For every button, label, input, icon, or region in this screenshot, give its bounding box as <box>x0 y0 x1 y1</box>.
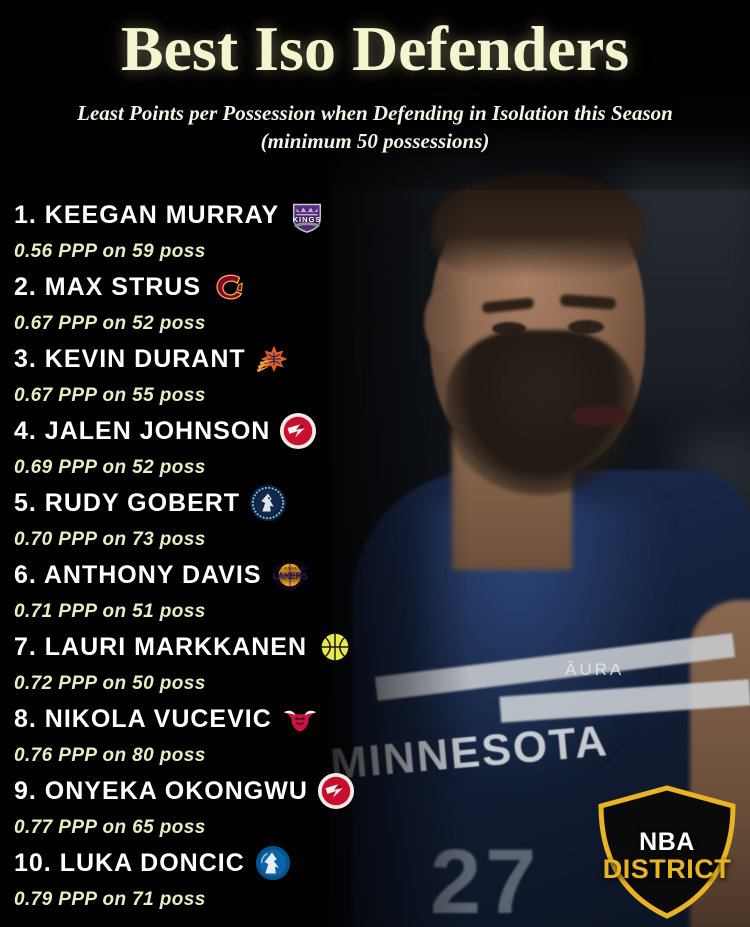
player-stat-line: 0.56 PPP on 59 poss <box>14 241 206 262</box>
svg-text:LAKERS: LAKERS <box>272 571 307 581</box>
player-name-line: 8. NIKOLA VUCEVIC <box>14 700 484 738</box>
timberwolves-logo <box>249 484 287 522</box>
top-vignette-overlay <box>0 0 750 190</box>
jazz-logo <box>316 628 354 666</box>
svg-text:LOS ANGELES: LOS ANGELES <box>272 566 307 570</box>
player-mouth <box>570 405 628 427</box>
ranking-row: 7. LAURI MARKKANEN 0.72 PPP on 50 poss <box>14 628 484 700</box>
hawks-logo <box>317 772 355 810</box>
player-name-line: 10. LUKA DONCIC <box>14 844 484 882</box>
player-stat-line: 0.70 PPP on 73 poss <box>14 529 206 550</box>
player-name-label: 4. JALEN JOHNSON <box>14 416 271 445</box>
kings-logo: KINGS <box>288 196 326 234</box>
player-name-line: 3. KEVIN DURANT <box>14 340 484 378</box>
player-name-line: 2. MAX STRUS <box>14 268 484 306</box>
player-name-line: 4. JALEN JOHNSON <box>14 412 484 450</box>
player-name-label: 1. KEEGAN MURRAY <box>14 200 280 229</box>
ranking-row: 1. KEEGAN MURRAY KINGS 0.56 PPP on 59 poss <box>14 196 484 268</box>
suns-logo <box>255 340 293 378</box>
shield-icon <box>592 784 742 920</box>
ranking-list: 1. KEEGAN MURRAY KINGS 0.56 PPP on 59 poss… <box>14 196 484 916</box>
page-subtitle: Least Points per Possession when Defendi… <box>77 101 673 154</box>
player-stat-line: 0.71 PPP on 51 poss <box>14 601 206 622</box>
player-name-label: 8. NIKOLA VUCEVIC <box>14 704 272 733</box>
ranking-row: 8. NIKOLA VUCEVIC 0.76 PPP on 80 poss <box>14 700 484 772</box>
mavericks-logo <box>254 844 292 882</box>
player-stat-line: 0.76 PPP on 80 poss <box>14 745 206 766</box>
player-stat-line: 0.72 PPP on 50 poss <box>14 673 206 694</box>
player-name-line: 1. KEEGAN MURRAY KINGS <box>14 196 484 234</box>
ranking-row: 5. RUDY GOBERT 0.70 PPP on 73 poss <box>14 484 484 556</box>
bulls-logo <box>281 700 319 738</box>
player-name-label: 10. LUKA DONCIC <box>14 848 245 877</box>
ranking-row: 9. ONYEKA OKONGWU 0.77 PPP on 65 poss <box>14 772 484 844</box>
player-name-label: 7. LAURI MARKKANEN <box>14 632 307 661</box>
player-stat-line: 0.79 PPP on 71 poss <box>14 889 206 910</box>
ranking-row: 10. LUKA DONCIC 0.79 PPP on 71 poss <box>14 844 484 916</box>
player-name-label: 3. KEVIN DURANT <box>14 344 246 373</box>
ranking-row: 3. KEVIN DURANT 0.67 PPP on 55 poss <box>14 340 484 412</box>
player-name-label: 9. ONYEKA OKONGWU <box>14 776 308 805</box>
jersey-sponsor-text: ĀURA <box>565 660 625 679</box>
player-name-line: 5. RUDY GOBERT <box>14 484 484 522</box>
player-name-line: 7. LAURI MARKKANEN <box>14 628 484 666</box>
ranking-row: 2. MAX STRUS 0.67 PPP on 52 poss <box>14 268 484 340</box>
header: Best Iso Defenders Least Points per Poss… <box>0 0 750 156</box>
badge-line-district: DISTRICT <box>602 854 732 884</box>
badge-line-nba: NBA <box>639 828 695 856</box>
player-name-line: 6. ANTHONY DAVIS LAKERS LOS ANGELES <box>14 556 484 594</box>
player-name-label: 6. ANTHONY DAVIS <box>14 560 262 589</box>
hawks-logo <box>279 412 317 450</box>
player-name-line: 9. ONYEKA OKONGWU <box>14 772 484 810</box>
player-stat-line: 0.67 PPP on 52 poss <box>14 313 206 334</box>
player-stat-line: 0.77 PPP on 65 poss <box>14 817 206 838</box>
player-stat-line: 0.67 PPP on 55 poss <box>14 385 206 406</box>
player-stat-line: 0.69 PPP on 52 poss <box>14 457 206 478</box>
ranking-row: 4. JALEN JOHNSON 0.69 PPP on 52 poss <box>14 412 484 484</box>
player-name-label: 5. RUDY GOBERT <box>14 488 241 517</box>
ranking-row: 6. ANTHONY DAVIS LAKERS LOS ANGELES 0.71 PP… <box>14 556 484 628</box>
lakers-logo: LAKERS LOS ANGELES <box>271 556 309 594</box>
cavaliers-logo <box>210 268 248 306</box>
svg-text:KINGS: KINGS <box>293 215 322 224</box>
player-eye <box>568 320 604 334</box>
nba-district-logo: NBA DISTRICT <box>592 784 742 920</box>
page-title: Best Iso Defenders <box>120 13 630 84</box>
player-name-label: 2. MAX STRUS <box>14 272 202 301</box>
